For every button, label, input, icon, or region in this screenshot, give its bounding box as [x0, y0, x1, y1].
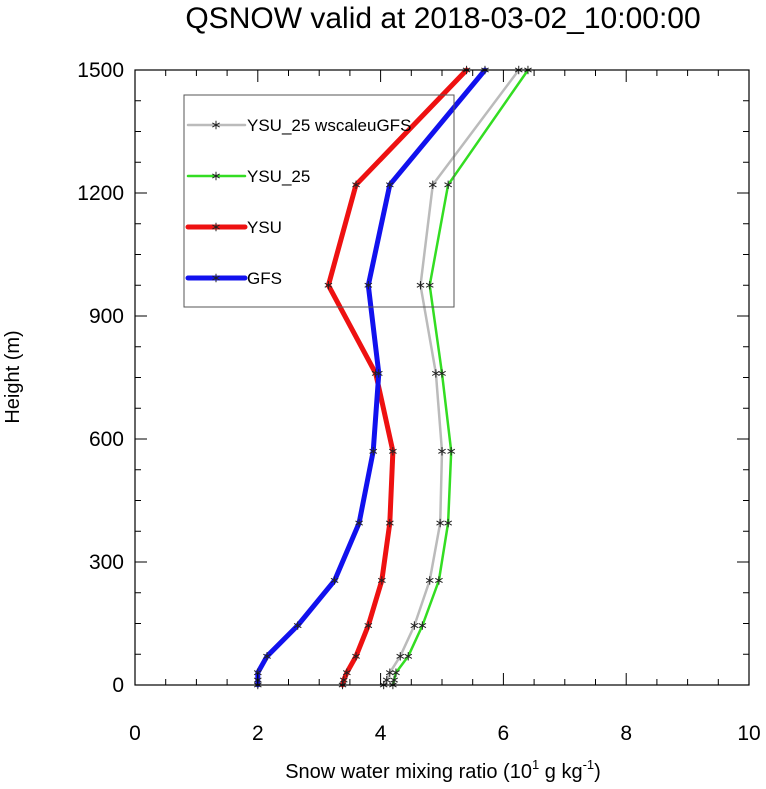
series-2-marker-3: [352, 652, 360, 661]
x-tick-label-5: 10: [737, 722, 760, 745]
series-1-marker-8: [438, 369, 446, 378]
y-tick-label-1: 300: [89, 551, 124, 574]
legend-marker-1: [212, 171, 220, 181]
series-1-marker-9: [425, 281, 434, 290]
x-tick-label-2: 4: [375, 722, 387, 745]
series-3-marker-5: [330, 576, 339, 585]
series-1-marker-2: [392, 668, 400, 677]
series-1-marker-3: [404, 652, 413, 661]
series-2-marker-5: [377, 576, 386, 585]
series-0: [379, 65, 523, 690]
legend-label-3: GFS: [247, 269, 282, 288]
series-0-marker-7: [438, 447, 446, 456]
legend: YSU_25 wscaleuGFS YSU_25 YSU GFS: [183, 94, 455, 308]
legend-frame: [183, 94, 455, 308]
y-tick-label-3: 900: [89, 305, 124, 328]
series-layer: [253, 65, 532, 690]
series-line-2: [325, 67, 470, 688]
series-2-marker-1: [339, 675, 348, 685]
series-2-marker-2: [342, 668, 351, 677]
x-tick-label-0: 0: [129, 722, 141, 745]
y-tick-label-4: 1200: [77, 182, 124, 205]
y-tick-label-2: 600: [89, 428, 124, 451]
legend-marker-2: [212, 222, 220, 232]
series-0-marker-3: [396, 652, 405, 661]
series-2-marker-7: [388, 447, 397, 456]
legend-label-2: YSU: [247, 218, 282, 237]
series-3-marker-4: [293, 621, 302, 630]
series-1-marker-4: [418, 621, 427, 630]
series-2-marker-9: [324, 281, 333, 290]
series-1-marker-6: [444, 518, 453, 528]
y-tick-label-0: 0: [112, 674, 124, 697]
series-0-marker-2: [385, 668, 394, 677]
x-axis-label: Snow water mixing ratio (101 g kg-1): [285, 757, 601, 783]
legend-marker-3: [212, 273, 220, 283]
series-1: [388, 65, 532, 690]
series-1-marker-7: [447, 447, 456, 456]
series-line-0: [382, 68, 521, 687]
x-tick-label-4: 8: [620, 722, 632, 745]
series-0-marker-9: [416, 281, 425, 290]
series-1-marker-1: [390, 675, 398, 685]
series-0-marker-6: [436, 518, 445, 528]
series-3-marker-3: [263, 652, 271, 661]
legend-marker-0: [212, 120, 220, 130]
series-0-marker-5: [425, 576, 434, 585]
series-2: [324, 65, 471, 690]
series-0-marker-10: [428, 180, 437, 189]
y-axis-label: Height (m): [2, 330, 24, 423]
series-2-marker-4: [364, 621, 373, 630]
series-1-marker-5: [435, 576, 443, 585]
series-line-1: [391, 68, 530, 687]
series-2-marker-6: [385, 518, 394, 528]
series-2-marker-10: [352, 180, 360, 189]
x-tick-label-3: 6: [498, 722, 510, 745]
series-3-marker-9: [364, 281, 373, 290]
series-0-marker-8: [431, 369, 440, 378]
axes-layer: 0 2 4 6 8 10 0 300 600 900 1200 1500: [77, 59, 760, 745]
x-tick-label-1: 2: [252, 722, 264, 745]
y-tick-label-5: 1500: [77, 59, 124, 82]
series-3-marker-10: [385, 180, 394, 189]
series-1-marker-10: [444, 180, 453, 189]
series-0-marker-4: [410, 621, 419, 630]
series-3-marker-8: [374, 369, 383, 378]
legend-label-0: YSU_25 wscaleuGFS: [247, 116, 411, 135]
chart-title: QSNOW valid at 2018-03-02_10:00:00: [185, 2, 700, 35]
series-3-marker-6: [355, 518, 363, 528]
series-0-marker-1: [382, 675, 391, 685]
series-3-marker-7: [369, 447, 378, 456]
legend-label-1: YSU_25: [247, 167, 310, 186]
